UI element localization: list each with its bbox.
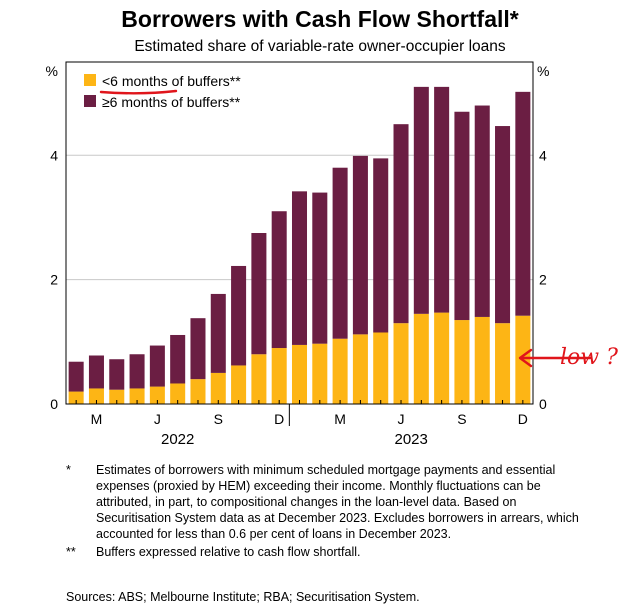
- y-tick-label-right: 4: [539, 147, 547, 163]
- bar-6-plus-months: [210, 293, 226, 373]
- bar-6-plus-months: [474, 105, 490, 317]
- bar-6-plus-months: [68, 361, 84, 392]
- footnote-2-mark: **: [66, 545, 76, 559]
- bar-6-plus-months: [271, 211, 287, 349]
- x-tick-label: M: [334, 411, 346, 427]
- legend-swatch-under-6-months: [84, 74, 96, 86]
- footnote-1-text: Estimates of borrowers with minimum sche…: [96, 463, 579, 541]
- year-label-2022: 2022: [161, 431, 194, 448]
- bar-under-6-months: [474, 316, 490, 404]
- bar-under-6-months: [393, 323, 409, 404]
- legend-label-under-6-months: <6 months of buffers**: [102, 73, 241, 89]
- bars: [68, 86, 531, 404]
- x-tick-label: M: [91, 411, 103, 427]
- footnote-1: * Estimates of borrowers with minimum sc…: [66, 462, 586, 542]
- annotation-text: low ?: [560, 345, 618, 370]
- stacked-bar-chart: 0 0 2 2 4 4% % M J S D M J S D 2022 2023 <6 months of bu…: [46, 61, 618, 448]
- footnote-2-text: Buffers expressed relative to cash flow …: [96, 545, 361, 559]
- x-tick-label: S: [457, 411, 466, 427]
- bar-under-6-months: [231, 365, 247, 404]
- chart-subtitle: Estimated share of variable-rate owner-o…: [134, 38, 506, 55]
- bar-under-6-months: [109, 389, 125, 404]
- y-tick-label-right: 2: [539, 272, 547, 288]
- bar-6-plus-months: [251, 233, 267, 355]
- bar-6-plus-months: [129, 354, 145, 389]
- bar-under-6-months: [332, 338, 348, 404]
- bar-6-plus-months: [352, 155, 368, 335]
- bar-6-plus-months: [434, 86, 450, 313]
- bar-6-plus-months: [109, 359, 125, 390]
- bar-under-6-months: [312, 343, 328, 404]
- bar-under-6-months: [68, 391, 84, 404]
- bar-6-plus-months: [373, 158, 389, 333]
- bar-under-6-months: [373, 332, 389, 404]
- bar-6-plus-months: [170, 334, 186, 384]
- y-tick-label-left: 4: [50, 147, 58, 163]
- bar-6-plus-months: [190, 318, 206, 380]
- bar-under-6-months: [495, 323, 511, 404]
- x-tick-label: D: [274, 411, 284, 427]
- bar-under-6-months: [413, 313, 429, 404]
- bar-under-6-months: [434, 312, 450, 404]
- chart-title: Borrowers with Cash Flow Shortfall*: [121, 6, 519, 32]
- bar-under-6-months: [190, 379, 206, 404]
- x-tick-label: S: [214, 411, 223, 427]
- plot-frame: [65, 61, 534, 405]
- bar-6-plus-months: [515, 91, 531, 316]
- y-tick-label-right: 0: [539, 396, 547, 412]
- bar-under-6-months: [291, 344, 308, 404]
- footnote-1-mark: *: [66, 463, 71, 477]
- year-label-2023: 2023: [394, 431, 427, 448]
- y-unit-left: %: [46, 63, 58, 79]
- bar-under-6-months: [454, 320, 470, 404]
- bar-6-plus-months: [413, 86, 429, 314]
- red-underline-annotation: [99, 89, 178, 95]
- y-tick-label-left: 0: [50, 396, 58, 412]
- x-tick-label: D: [518, 411, 528, 427]
- bar-under-6-months: [149, 386, 165, 404]
- bar-6-plus-months: [149, 345, 165, 387]
- bar-6-plus-months: [454, 111, 470, 321]
- bar-6-plus-months: [312, 192, 328, 344]
- bar-under-6-months: [170, 383, 186, 404]
- legend-swatch-6-plus-months: [84, 95, 96, 107]
- bar-under-6-months: [251, 354, 267, 404]
- handwritten-annotation: low ?: [99, 89, 618, 370]
- footnotes: * Estimates of borrowers with minimum sc…: [66, 462, 586, 562]
- x-tick-label: J: [398, 411, 405, 427]
- bar-6-plus-months: [332, 167, 348, 339]
- footnote-2: ** Buffers expressed relative to cash fl…: [66, 544, 586, 560]
- bar-under-6-months: [271, 348, 287, 404]
- bar-under-6-months: [210, 372, 226, 404]
- legend-label-6-plus-months: ≥6 months of buffers**: [102, 94, 241, 110]
- bar-6-plus-months: [231, 265, 247, 366]
- bar-6-plus-months: [291, 191, 308, 345]
- bar-under-6-months: [352, 334, 368, 404]
- bar-6-plus-months: [495, 126, 511, 324]
- bar-under-6-months: [88, 388, 104, 404]
- legend: <6 months of buffers** ≥6 months of buffe…: [84, 73, 241, 110]
- y-tick-label-left: 2: [50, 272, 58, 288]
- y-unit-right: %: [537, 63, 549, 79]
- sources-line: Sources: ABS; Melbourne Institute; RBA; …: [66, 590, 420, 604]
- bar-6-plus-months: [88, 355, 104, 389]
- bar-6-plus-months: [393, 124, 409, 324]
- bar-under-6-months: [129, 388, 145, 404]
- tick-labels: 0 0 2 2 4 4% % M J S D M J S D 2022 2023: [46, 63, 550, 448]
- x-tick-label: J: [154, 411, 161, 427]
- annotation-arrow-head: [518, 348, 533, 368]
